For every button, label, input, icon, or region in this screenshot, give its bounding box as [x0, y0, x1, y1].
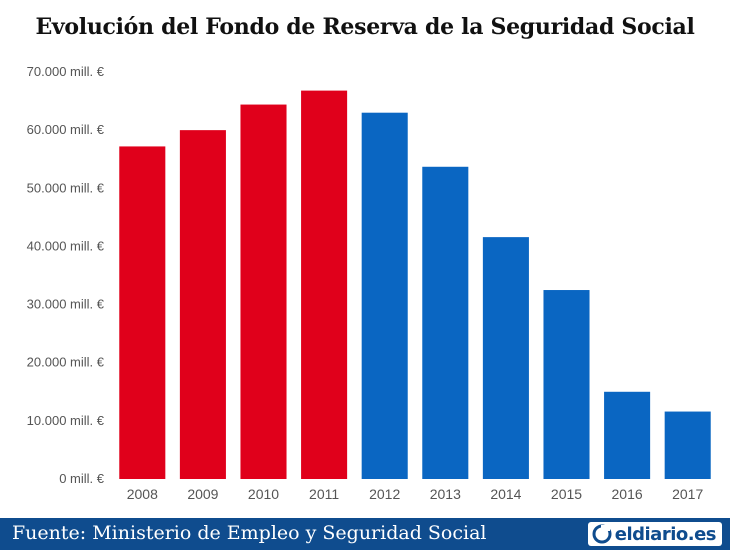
bar-2010	[240, 104, 287, 479]
x-tick-label-2008: 2008	[127, 486, 158, 502]
x-tick-label-2013: 2013	[430, 486, 461, 502]
bar-2015	[543, 290, 590, 479]
bar-2008	[119, 146, 166, 479]
bar-2012	[361, 112, 408, 479]
y-tick-label: 60.000 mill. €	[27, 122, 105, 137]
logo-icon	[592, 524, 612, 544]
bar-2016	[604, 391, 651, 479]
bar-2014	[482, 237, 529, 479]
bar-2009	[179, 130, 226, 479]
y-tick-label: 40.000 mill. €	[27, 238, 105, 253]
y-tick-label: 0 mill. €	[59, 471, 105, 486]
y-tick-label: 20.000 mill. €	[27, 355, 105, 370]
x-tick-label-2012: 2012	[369, 486, 400, 502]
y-tick-label: 30.000 mill. €	[27, 297, 105, 312]
x-tick-label-2017: 2017	[672, 486, 703, 502]
x-tick-label-2011: 2011	[309, 486, 339, 502]
x-tick-label-2015: 2015	[551, 486, 582, 502]
x-tick-label-2014: 2014	[490, 486, 521, 502]
chart-title: Evolución del Fondo de Reserva de la Seg…	[35, 14, 695, 40]
bar-2017	[664, 411, 711, 479]
bar-chart: 0 mill. € 10.000 mill. € 20.000 mill. € 30.…	[27, 64, 711, 502]
source-text: Fuente: Ministerio de Empleo y Seguridad…	[12, 522, 487, 544]
y-tick-label: 10.000 mill. €	[27, 413, 105, 428]
logo-text: eldiario.es	[614, 523, 717, 545]
x-tick-label-2010: 2010	[248, 486, 279, 502]
eldiario-logo[interactable]: eldiario.es	[587, 522, 722, 546]
bar-2011	[301, 90, 348, 479]
bar-2013	[422, 166, 469, 479]
y-tick-label: 70.000 mill. €	[27, 64, 105, 79]
footer-bar: Fuente: Ministerio de Empleo y Seguridad…	[0, 518, 730, 550]
y-tick-label: 50.000 mill. €	[27, 180, 105, 195]
x-tick-label-2009: 2009	[187, 486, 218, 502]
x-tick-label-2016: 2016	[612, 486, 643, 502]
